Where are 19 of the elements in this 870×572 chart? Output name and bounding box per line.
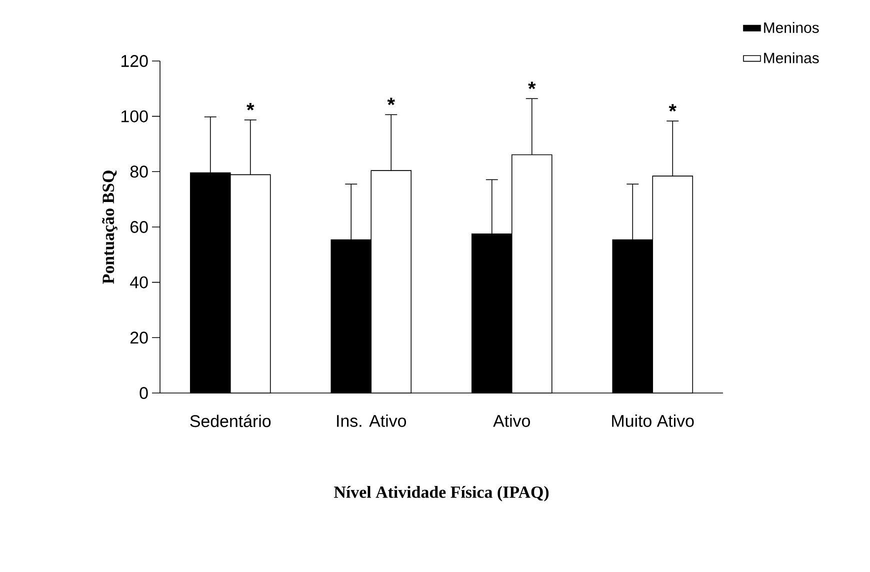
legend-label: Meninas <box>764 52 819 64</box>
x-tick-label: Ins. Ativo <box>337 414 406 427</box>
y-tick-label: 80 <box>130 166 148 178</box>
y-tick-label: 0 <box>140 386 148 399</box>
x-axis-title: Nível Atividade Física (IPAQ) <box>334 486 549 502</box>
x-tick-label: Muito Ativo <box>612 414 694 427</box>
annotation: * <box>668 104 676 112</box>
annotation: * <box>387 98 395 106</box>
y-axis-title: Pontuação BSQ <box>102 170 118 284</box>
y-tick-label: 20 <box>130 332 148 344</box>
annotation: * <box>246 103 254 110</box>
x-tick-label: Sedentário <box>190 414 271 428</box>
y-tick-label: 40 <box>130 276 148 288</box>
y-tick-label: 60 <box>130 220 148 233</box>
legend-label: Meninos <box>764 22 819 33</box>
x-tick-label: Ativo <box>493 414 530 427</box>
y-tick-label: 100 <box>122 110 148 122</box>
y-tick-label: 120 <box>122 54 148 67</box>
annotation: * <box>528 82 536 90</box>
